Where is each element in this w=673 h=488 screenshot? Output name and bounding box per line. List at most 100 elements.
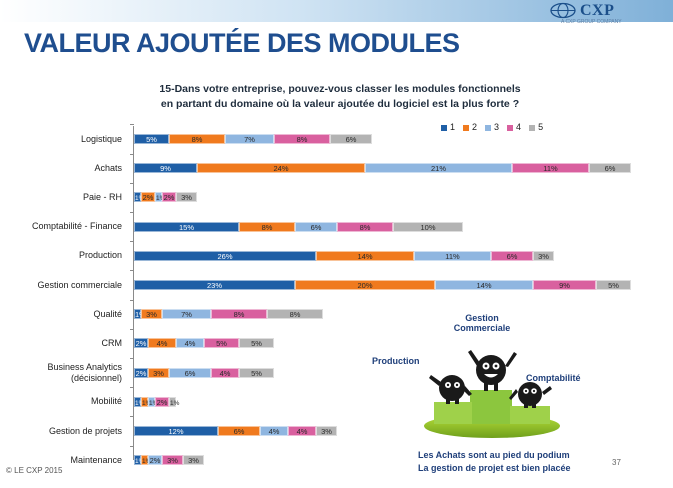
bar-segment: 8% bbox=[267, 309, 323, 320]
category-label: Production bbox=[78, 250, 122, 261]
legend-item-2: 2 bbox=[463, 122, 477, 132]
bar-segment: 1% bbox=[155, 192, 166, 203]
data-label: 6% bbox=[233, 427, 245, 436]
data-label: 6% bbox=[506, 251, 518, 261]
data-label: 4% bbox=[268, 427, 280, 436]
data-label: 3% bbox=[181, 193, 192, 203]
data-label: 4% bbox=[156, 339, 168, 349]
logo-tagline: A CXP GROUP COMPANY bbox=[561, 19, 622, 25]
bar-segment: 2% bbox=[162, 192, 176, 203]
legend-label-1: 1 bbox=[450, 122, 456, 132]
bar-segment: 3% bbox=[141, 309, 162, 320]
data-label: 2% bbox=[149, 456, 161, 466]
chart-legend: 1 2 3 4 5 bbox=[441, 122, 551, 132]
legend-label-5: 5 bbox=[538, 122, 544, 132]
cxp-logo-mark-icon bbox=[550, 2, 576, 19]
category-label: CRM bbox=[101, 337, 123, 348]
axis-tick bbox=[130, 153, 134, 155]
category-label: Gestion commerciale bbox=[37, 279, 122, 290]
bar-segment: 8% bbox=[239, 221, 295, 232]
page-number: 37 bbox=[612, 458, 621, 467]
bar-segment: 5% bbox=[239, 338, 274, 349]
legend-item-1: 1 bbox=[441, 122, 455, 132]
data-label: 21% bbox=[430, 164, 446, 174]
data-label: 5% bbox=[608, 281, 619, 290]
data-label: 1% bbox=[142, 458, 152, 466]
podium-illustration bbox=[412, 330, 572, 440]
data-label: 9% bbox=[559, 281, 570, 290]
category-label: Qualité bbox=[93, 308, 122, 319]
data-label: 8% bbox=[359, 222, 371, 232]
bar-segment: 20% bbox=[295, 280, 435, 290]
data-label: 5% bbox=[251, 339, 262, 349]
category-label: Achats bbox=[94, 162, 122, 173]
axis-tick bbox=[130, 328, 134, 330]
bar-segment: 2% bbox=[155, 396, 169, 407]
bar-segment: 1% bbox=[141, 455, 152, 466]
note-line-2: La gestion de projet est bien placée bbox=[418, 463, 571, 473]
data-label: 24% bbox=[273, 164, 289, 174]
top-banner bbox=[0, 0, 673, 22]
category-label: Comptabilité - Finance bbox=[31, 221, 122, 232]
data-label: 1% bbox=[156, 195, 166, 203]
bar-segment: 9% bbox=[134, 163, 197, 174]
bar-segment: 23% bbox=[134, 280, 295, 290]
cxp-logo: CXP A CXP GROUP COMPANY bbox=[550, 2, 668, 25]
legend-swatch-2 bbox=[463, 124, 470, 131]
data-label: 6% bbox=[604, 164, 616, 174]
data-label: 1% bbox=[135, 399, 145, 407]
data-label: 26% bbox=[217, 251, 233, 261]
bar-segment: 8% bbox=[274, 134, 330, 144]
data-label: 1% bbox=[149, 399, 159, 407]
data-label: 14% bbox=[476, 281, 492, 290]
data-label: 8% bbox=[289, 310, 301, 320]
category-axis bbox=[133, 126, 134, 460]
axis-tick bbox=[130, 241, 134, 243]
bar-segment: 4% bbox=[176, 338, 204, 349]
data-label: 2% bbox=[135, 339, 147, 349]
bar-segment: 5% bbox=[134, 134, 169, 144]
data-label: 1% bbox=[135, 458, 145, 466]
bar-segment: 8% bbox=[169, 134, 225, 144]
chart-question: 15-Dans votre entreprise, pouvez-vous cl… bbox=[120, 82, 560, 112]
bar-segment: 2% bbox=[134, 338, 148, 349]
axis-tick bbox=[130, 299, 134, 301]
podium-label-gestion-line-1: Gestion bbox=[465, 313, 499, 323]
axis-tick bbox=[130, 270, 134, 272]
bar-segment: 12% bbox=[134, 426, 218, 436]
category-label: Business Analytics (décisionnel) bbox=[4, 362, 122, 384]
bar-segment: 26% bbox=[134, 250, 316, 261]
bar-segment: 2% bbox=[148, 455, 162, 466]
bar-segment: 1% bbox=[134, 396, 145, 407]
legend-label-2: 2 bbox=[472, 122, 478, 132]
bar-segment: 7% bbox=[162, 309, 211, 320]
chart-note: Les Achats sont au pied du podium La ges… bbox=[418, 449, 571, 475]
bar-segment: 24% bbox=[197, 163, 365, 174]
bar-segment: 8% bbox=[337, 221, 393, 232]
category-label-line: Business Analytics bbox=[47, 361, 122, 372]
bar-segment: 3% bbox=[148, 367, 169, 378]
podium-label-production: Production bbox=[372, 356, 420, 366]
bar-segment: 3% bbox=[162, 455, 183, 466]
copyright: © LE CXP 2015 bbox=[6, 466, 63, 475]
data-label: 2% bbox=[142, 193, 154, 203]
data-label: 20% bbox=[357, 281, 373, 290]
bar-segment: 14% bbox=[435, 280, 533, 290]
data-label: 1% bbox=[135, 310, 146, 319]
bar-segment: 11% bbox=[414, 250, 491, 261]
data-label: 3% bbox=[167, 456, 178, 466]
data-label: 1% bbox=[142, 399, 152, 407]
data-label: 1% bbox=[170, 399, 180, 407]
data-label: 5% bbox=[251, 368, 262, 378]
bar-segment: 6% bbox=[330, 134, 372, 144]
category-label: Logistique bbox=[80, 133, 122, 144]
axis-tick bbox=[130, 416, 134, 418]
bar-segment: 2% bbox=[134, 367, 148, 378]
bar-segment: 21% bbox=[365, 163, 512, 174]
bar-segment: 4% bbox=[211, 367, 239, 378]
data-label: 4% bbox=[296, 427, 308, 436]
legend-item-5: 5 bbox=[529, 122, 543, 132]
legend-label-4: 4 bbox=[516, 122, 522, 132]
bar-segment: 4% bbox=[288, 426, 316, 436]
bar-segment: 6% bbox=[169, 367, 211, 378]
